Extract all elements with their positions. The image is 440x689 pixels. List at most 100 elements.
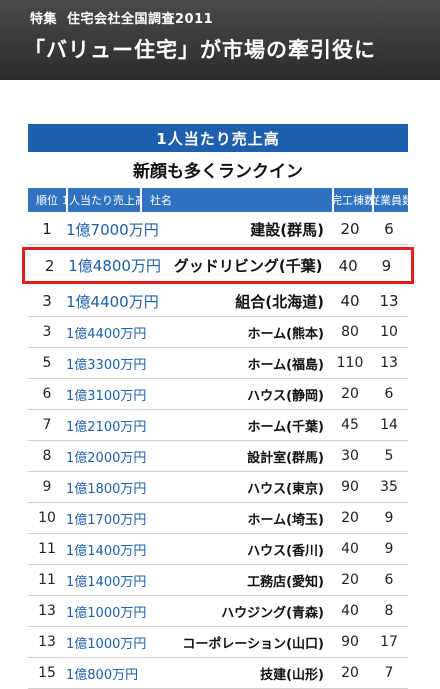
feature-header: 特集 住宅会社全国調査2011 「バリュー住宅」が市場の牽引役に [0,0,440,80]
units-cell: 90 [341,634,359,650]
units-cell: 90 [341,479,359,495]
sales-cell: 1億2100万円 [66,419,147,435]
employees-cell: 17 [380,634,398,650]
series-label: 住宅会社全国調査2011 [67,12,214,27]
employees-cell: 10 [380,324,398,340]
rank-cell: 13 [38,603,56,619]
column-header-sales: 1人当たり売上高 [62,188,146,212]
employees-cell: 14 [380,417,398,433]
sales-cell: 1億1000万円 [66,636,147,652]
rank-cell: 11 [38,541,56,557]
rank-cell: 13 [38,634,56,650]
rank-cell: 9 [42,479,52,495]
employees-cell: 6 [384,220,394,238]
ranking-table: 1 1億7000万円 建設(群馬) 20 6 2 1億4800万円 グッドリビン… [22,214,414,689]
employees-cell: 7 [384,665,394,681]
company-cell: 工務店(愛知) [247,574,324,590]
company-cell: ホーム(千葉) [247,419,325,435]
table-row: 5 1億3300万円 ホーム(福島) 110 13 [28,348,408,379]
company-cell: ホーム(熊本) [247,326,325,342]
employees-cell: 13 [380,355,398,371]
table-row: 13 1億1000万円 ハウジング(青森) 40 8 [28,596,408,627]
employees-cell: 9 [384,541,394,557]
rank-cell: 11 [38,572,56,588]
rank-cell: 10 [38,510,56,526]
table-row: 8 1億2000万円 設計室(群馬) 30 5 [28,441,408,472]
sales-cell: 1億1800万円 [66,481,147,497]
employees-cell: 9 [381,256,392,275]
table-row: 11 1億1400万円 工務店(愛知) 20 6 [28,565,408,596]
table-row: 7 1億2100万円 ホーム(千葉) 45 14 [28,410,408,441]
sales-cell: 1億4400万円 [66,326,147,342]
company-cell: コーポレーション(山口) [182,636,324,652]
units-cell: 30 [341,448,359,464]
column-header-company: 社名 [142,188,332,212]
rank-cell: 1 [42,220,52,238]
rank-cell: 2 [44,256,55,275]
rank-cell: 5 [42,355,52,371]
rank-cell: 3 [42,292,52,310]
rank-cell: 7 [42,417,52,433]
company-cell: グッドリビング(千葉) [173,257,323,275]
employees-cell: 9 [384,510,394,526]
units-cell: 80 [341,324,359,340]
column-header-employees: 従業員数 [369,188,413,212]
employees-cell: 13 [379,292,399,310]
sales-cell: 1億4800万円 [68,257,161,275]
units-cell: 20 [341,510,359,526]
employees-cell: 6 [384,386,394,402]
sales-cell: 1億1000万円 [66,605,147,621]
units-cell: 20 [341,665,359,681]
units-cell: 20 [341,572,359,588]
feature-label: 特集 [30,12,58,27]
units-cell: 40 [338,256,358,275]
units-cell: 40 [341,603,359,619]
sales-cell: 1億1400万円 [66,543,147,559]
table-row: 1 1億7000万円 建設(群馬) 20 6 [28,214,408,245]
table-row: 9 1億1800万円 ハウス(東京) 90 35 [28,472,408,503]
column-header-units: 完工棟数 [331,188,375,212]
company-cell: ホーム(埼玉) [247,512,325,528]
units-cell: 40 [341,541,359,557]
table-row: 6 1億3100万円 ハウス(静岡) 20 6 [28,379,408,410]
units-cell: 20 [340,220,360,238]
sales-cell: 1億2000万円 [66,450,147,466]
table-row: 3 1億4400万円 ホーム(熊本) 80 10 [28,317,408,348]
table-row: 10 1億1700万円 ホーム(埼玉) 20 9 [28,503,408,534]
rank-cell: 15 [38,665,56,681]
column-header-rank: 順位 [28,188,66,212]
sales-cell: 1億1700万円 [66,512,147,528]
units-cell: 110 [336,355,364,371]
employees-cell: 8 [384,603,394,619]
company-cell: 技建(山形) [260,667,324,683]
employees-cell: 35 [380,479,398,495]
table-row-highlighted: 2 1億4800万円 グッドリビング(千葉) 40 9 [22,247,414,284]
sales-cell: 1億1400万円 [66,574,147,590]
table-row: 3 1億4400万円 組合(北海道) 40 13 [28,286,408,317]
sales-cell: 1億4400万円 [66,292,159,311]
table-header: 順位 1人当たり売上高 社名 完工棟数 従業員数 [28,188,413,212]
table-row: 13 1億1000万円 コーポレーション(山口) 90 17 [28,627,408,658]
company-cell: ハウス(香川) [247,543,324,559]
company-cell: ハウス(静岡) [247,388,324,404]
company-cell: 設計室(群馬) [247,450,324,466]
units-cell: 40 [340,292,360,310]
table-row: 11 1億1400万円 ハウス(香川) 40 9 [28,534,408,565]
sales-cell: 1億3100万円 [66,388,147,404]
sales-cell: 1億7000万円 [66,220,159,239]
rank-cell: 6 [42,386,52,402]
company-cell: ハウス(東京) [247,481,324,497]
section-title: 1人当たり売上高 [28,124,408,152]
company-cell: ホーム(福島) [247,357,325,373]
sales-cell: 1億800万円 [66,667,139,683]
units-cell: 45 [341,417,359,433]
rank-cell: 3 [42,324,52,340]
company-cell: ハウジング(青森) [221,605,324,621]
company-cell: 建設(群馬) [250,220,324,239]
company-cell: 組合(北海道) [235,292,324,311]
section-subtitle: 新顔も多くランクイン [133,162,303,182]
sales-cell: 1億3300万円 [66,357,147,373]
feature-header-line: 特集 住宅会社全国調査2011 [30,8,213,27]
employees-cell: 6 [384,572,394,588]
units-cell: 20 [341,386,359,402]
